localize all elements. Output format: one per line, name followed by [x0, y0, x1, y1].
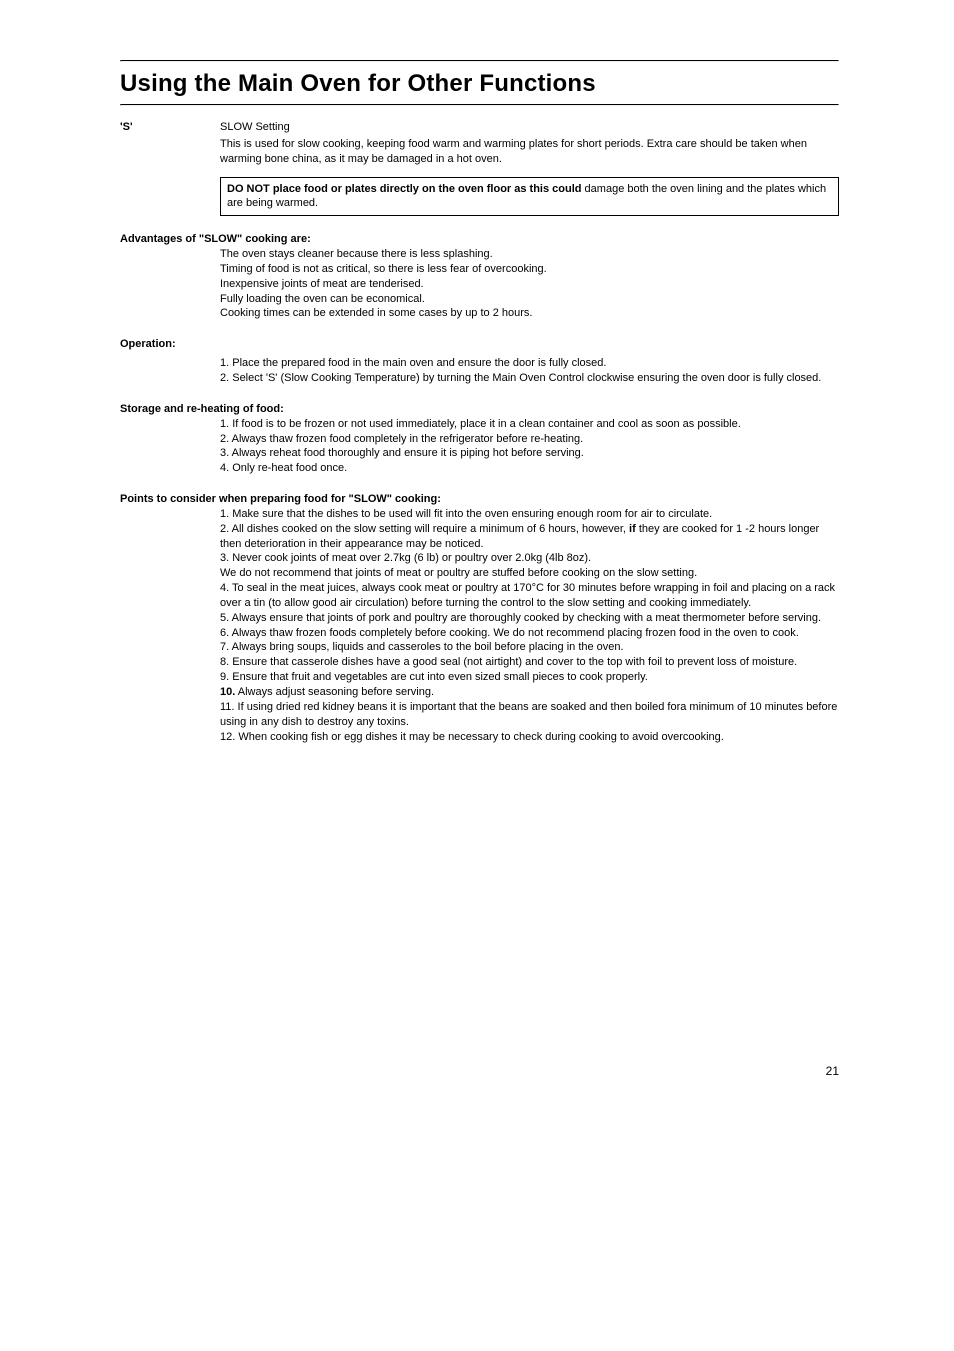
points-item: 2. All dishes cooked on the slow setting… [220, 522, 839, 552]
storage-item: 3. Always reheat food thoroughly and ens… [220, 446, 839, 461]
points-2-bold: if [629, 523, 636, 535]
advantages-item: Fully loading the oven can be economical… [220, 292, 839, 307]
points-heading: Points to consider when preparing food f… [120, 492, 839, 507]
operation-list: 1. Place the prepared food in the main o… [220, 356, 839, 386]
section-storage: Storage and re-heating of food: 1. If fo… [120, 402, 839, 476]
points-item: 9. Ensure that fruit and vegetables are … [220, 670, 839, 685]
points-list: 1. Make sure that the dishes to be used … [220, 507, 839, 745]
operation-item: 1. Place the prepared food in the main o… [220, 356, 839, 371]
points-item: 3. Never cook joints of meat over 2.7kg … [220, 551, 839, 566]
storage-list: 1. If food is to be frozen or not used i… [220, 417, 839, 476]
advantages-heading: Advantages of "SLOW" cooking are: [120, 232, 839, 247]
points-item: 1. Make sure that the dishes to be used … [220, 507, 839, 522]
advantages-item: Inexpensive joints of meat are tenderise… [220, 277, 839, 292]
points-item: 5. Always ensure that joints of pork and… [220, 611, 839, 626]
points-item: 6. Always thaw frozen foods completely b… [220, 626, 839, 641]
points-item: 11. If using dried red kidney beans it i… [220, 700, 839, 730]
top-rule [120, 60, 839, 62]
advantages-list: The oven stays cleaner because there is … [220, 247, 839, 321]
points-10-bold: 10. [220, 686, 235, 698]
s-heading: SLOW Setting [220, 120, 839, 135]
advantages-item: Timing of food is not as critical, so th… [220, 262, 839, 277]
storage-item: 4. Only re-heat food once. [220, 461, 839, 476]
s-label: 'S' [120, 120, 220, 135]
title-rule [120, 104, 839, 106]
storage-item: 1. If food is to be frozen or not used i… [220, 417, 839, 432]
section-operation: Operation: 1. Place the prepared food in… [120, 337, 839, 386]
storage-heading: Storage and re-heating of food: [120, 402, 839, 417]
points-item: 12. When cooking fish or egg dishes it m… [220, 730, 839, 745]
operation-heading: Operation: [120, 337, 839, 352]
section-s: 'S' SLOW Setting This is used for slow c… [120, 120, 839, 216]
page-number: 21 [120, 1064, 839, 1078]
operation-item: 2. Select 'S' (Slow Cooking Temperature)… [220, 371, 839, 386]
points-item: We do not recommend that joints of meat … [220, 566, 839, 581]
advantages-item: Cooking times can be extended in some ca… [220, 306, 839, 321]
storage-item: 2. Always thaw frozen food completely in… [220, 432, 839, 447]
section-advantages: Advantages of "SLOW" cooking are: The ov… [120, 232, 839, 321]
points-2a: 2. All dishes cooked on the slow setting… [220, 523, 629, 535]
points-item: 10. Always adjust seasoning before servi… [220, 685, 839, 700]
points-item: 7. Always bring soups, liquids and casse… [220, 640, 839, 655]
advantages-item: The oven stays cleaner because there is … [220, 247, 839, 262]
s-desc: This is used for slow cooking, keeping f… [220, 137, 839, 167]
warning-box: DO NOT place food or plates directly on … [220, 177, 839, 217]
section-points: Points to consider when preparing food f… [120, 492, 839, 744]
s-content: SLOW Setting This is used for slow cooki… [220, 120, 839, 216]
warning-bold: DO NOT place food or plates directly on … [227, 183, 582, 195]
page-title: Using the Main Oven for Other Functions [120, 70, 839, 98]
points-item: 8. Ensure that casserole dishes have a g… [220, 655, 839, 670]
points-10: Always adjust seasoning before serving. [235, 686, 434, 698]
points-item: 4. To seal in the meat juices, always co… [220, 581, 839, 611]
